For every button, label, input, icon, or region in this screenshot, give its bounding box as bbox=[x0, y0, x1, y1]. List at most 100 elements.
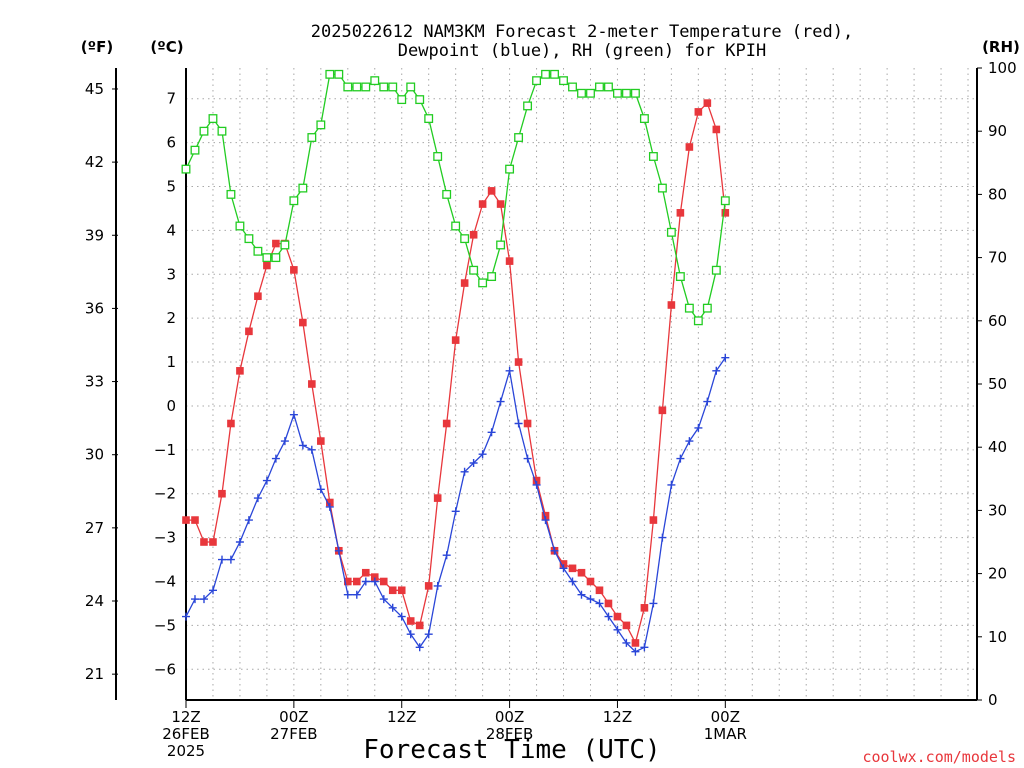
rh-point bbox=[702, 303, 712, 313]
rh-point bbox=[613, 88, 622, 98]
rh-point bbox=[208, 114, 218, 124]
rh-tick-label: 0 bbox=[988, 691, 998, 709]
rh-point bbox=[406, 82, 416, 92]
dewpoint-point bbox=[712, 366, 721, 375]
rh-point bbox=[675, 272, 685, 282]
rh-point bbox=[433, 152, 443, 161]
temperature-point bbox=[595, 586, 604, 595]
dewpoint-point bbox=[613, 625, 622, 634]
dewpoint-point bbox=[577, 590, 586, 599]
rh-point bbox=[541, 69, 550, 79]
rh-tick-label: 90 bbox=[988, 122, 1007, 140]
dewpoint-point bbox=[226, 555, 235, 564]
temperature-point bbox=[308, 380, 316, 388]
rh-tick-label: 30 bbox=[988, 501, 1007, 519]
temperature-point bbox=[604, 599, 613, 608]
rh-point bbox=[415, 95, 425, 105]
dewpoint-point bbox=[298, 441, 307, 450]
rh-point bbox=[352, 82, 362, 92]
rh-point bbox=[181, 164, 191, 174]
temperature-point bbox=[442, 419, 451, 428]
temperature-point bbox=[667, 301, 676, 309]
x-tick-label: 12Z bbox=[387, 708, 416, 726]
rh-point bbox=[262, 253, 272, 263]
rh-point bbox=[532, 76, 542, 86]
temperature-point bbox=[379, 577, 388, 586]
x-tick-label: 12Z bbox=[603, 708, 632, 726]
temperature-point bbox=[541, 511, 550, 520]
rh-tick-label: 100 bbox=[988, 59, 1017, 77]
temperature-point bbox=[622, 621, 631, 630]
temperature-point bbox=[703, 99, 712, 107]
temperature-point bbox=[532, 476, 541, 485]
temperature-point bbox=[640, 604, 649, 612]
dewpoint-point bbox=[649, 599, 658, 608]
rh-point bbox=[460, 234, 470, 244]
temperature-point bbox=[209, 538, 217, 546]
dewpoint-point bbox=[325, 502, 334, 511]
temperature-point bbox=[415, 621, 424, 630]
dewpoint-point bbox=[218, 555, 226, 564]
dewpoint-point bbox=[271, 454, 280, 463]
dewpoint-point bbox=[182, 612, 190, 621]
rh-point bbox=[226, 189, 236, 199]
dewpoint-point bbox=[631, 647, 640, 656]
x-tick-label: 00Z bbox=[495, 708, 524, 726]
dewpoint-point bbox=[191, 595, 199, 604]
temperature-point bbox=[676, 209, 685, 217]
dewpoint-point bbox=[478, 450, 487, 459]
temperature-point bbox=[406, 617, 415, 625]
rh-point bbox=[271, 253, 281, 263]
rh-point bbox=[559, 76, 568, 86]
temperature-point bbox=[272, 239, 280, 248]
dewpoint-point bbox=[559, 564, 568, 573]
celsius-tick-label: −6 bbox=[154, 660, 176, 678]
dewpoint-point bbox=[442, 551, 451, 560]
temperature-point bbox=[227, 419, 235, 428]
rh-point bbox=[424, 114, 434, 124]
temperature-point bbox=[397, 586, 406, 595]
rh-tick-label: 70 bbox=[988, 249, 1007, 267]
dewpoint-point bbox=[406, 630, 415, 639]
rh-point bbox=[577, 88, 586, 98]
rh-point bbox=[289, 196, 299, 206]
temperature-point bbox=[487, 187, 496, 195]
dewpoint-point bbox=[361, 577, 370, 586]
dewpoint-point bbox=[667, 480, 676, 489]
celsius-unit-label: (ºC) bbox=[150, 38, 183, 56]
dewpoint-point bbox=[460, 467, 469, 476]
rh-point bbox=[316, 120, 326, 130]
temperature-point bbox=[299, 318, 307, 327]
rh-point bbox=[235, 221, 245, 231]
rh-point bbox=[639, 114, 649, 124]
rh-point bbox=[496, 240, 506, 250]
dewpoint-point bbox=[253, 494, 262, 503]
temperature-point bbox=[200, 538, 208, 546]
dewpoint-point bbox=[568, 577, 577, 586]
x-tick-label: 00Z bbox=[711, 708, 740, 726]
rh-tick-label: 10 bbox=[988, 628, 1007, 646]
celsius-tick-label: 4 bbox=[166, 221, 176, 239]
temperature-point bbox=[568, 564, 577, 573]
rh-point bbox=[370, 76, 380, 86]
rh-point bbox=[253, 246, 263, 256]
rh-tick-label: 80 bbox=[988, 185, 1007, 203]
dewpoint-point bbox=[352, 590, 361, 599]
rh-point bbox=[505, 164, 515, 174]
rh-point bbox=[298, 183, 308, 193]
dewpoint-point bbox=[433, 581, 442, 590]
fahrenheit-tick-label: 30 bbox=[85, 446, 104, 464]
temperature-point bbox=[523, 419, 532, 428]
dewpoint-point bbox=[604, 612, 613, 621]
dewpoint-point bbox=[541, 516, 550, 525]
rh-point bbox=[586, 88, 595, 98]
dewpoint-point bbox=[586, 595, 595, 604]
rh-point bbox=[720, 196, 730, 206]
rh-tick-label: 40 bbox=[988, 438, 1007, 456]
rh-point bbox=[621, 88, 631, 98]
dewpoint-point bbox=[685, 437, 694, 446]
rh-unit-label: (RH) bbox=[982, 38, 1020, 56]
title-line-1: 2025022612 NAM3KM Forecast 2-meter Tempe… bbox=[311, 22, 853, 42]
temperature-point bbox=[469, 230, 478, 239]
dewpoint-point bbox=[209, 586, 217, 595]
